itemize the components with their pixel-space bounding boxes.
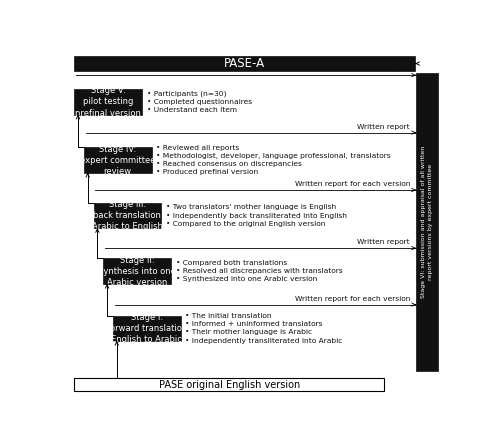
Text: Stage VI: submission and appraisal of all written
report versions by expert comm: Stage VI: submission and appraisal of al… (422, 146, 433, 298)
Text: Written report: Written report (358, 67, 410, 72)
Text: • The initial translation
• Informed + uninformed translators
• Their mother lan: • The initial translation • Informed + u… (186, 313, 342, 344)
Text: PASE-A: PASE-A (224, 57, 265, 70)
FancyBboxPatch shape (94, 202, 162, 228)
FancyBboxPatch shape (103, 258, 171, 284)
Text: Written report for each version: Written report for each version (294, 181, 410, 187)
FancyBboxPatch shape (74, 56, 415, 71)
Text: • Compared both translations
• Resolved all discrepancies with translators
• Syn: • Compared both translations • Resolved … (176, 260, 342, 282)
FancyBboxPatch shape (74, 378, 384, 391)
Text: Written report for each version: Written report for each version (294, 296, 410, 302)
FancyBboxPatch shape (113, 316, 180, 341)
Text: Stage I:
forward translation
English to Arabic: Stage I: forward translation English to … (106, 313, 187, 344)
Text: • Reviewed all reports
• Methodologist, developer, language professional, transl: • Reviewed all reports • Methodologist, … (156, 145, 391, 175)
FancyBboxPatch shape (74, 89, 142, 115)
Text: • Participants (n=30)
• Completed questionnaires
• Understand each item: • Participants (n=30) • Completed questi… (146, 91, 252, 114)
Text: Stage V:
pilot testing
prefinal version: Stage V: pilot testing prefinal version (75, 87, 141, 118)
Text: Stage IV:
expert committee
review: Stage IV: expert committee review (80, 144, 156, 176)
Text: Written report: Written report (358, 239, 410, 246)
Text: Written report: Written report (358, 124, 410, 130)
Text: • Two translators' mother language is English
• Independently back transliterate: • Two translators' mother language is En… (166, 204, 347, 227)
FancyBboxPatch shape (84, 147, 152, 173)
FancyBboxPatch shape (416, 73, 438, 371)
Text: Stage II:
synthesis into one
Arabic version: Stage II: synthesis into one Arabic vers… (98, 256, 176, 287)
Text: Stage III:
back translation
Arabic to English: Stage III: back translation Arabic to En… (92, 200, 163, 231)
Text: PASE original English version: PASE original English version (158, 380, 300, 389)
